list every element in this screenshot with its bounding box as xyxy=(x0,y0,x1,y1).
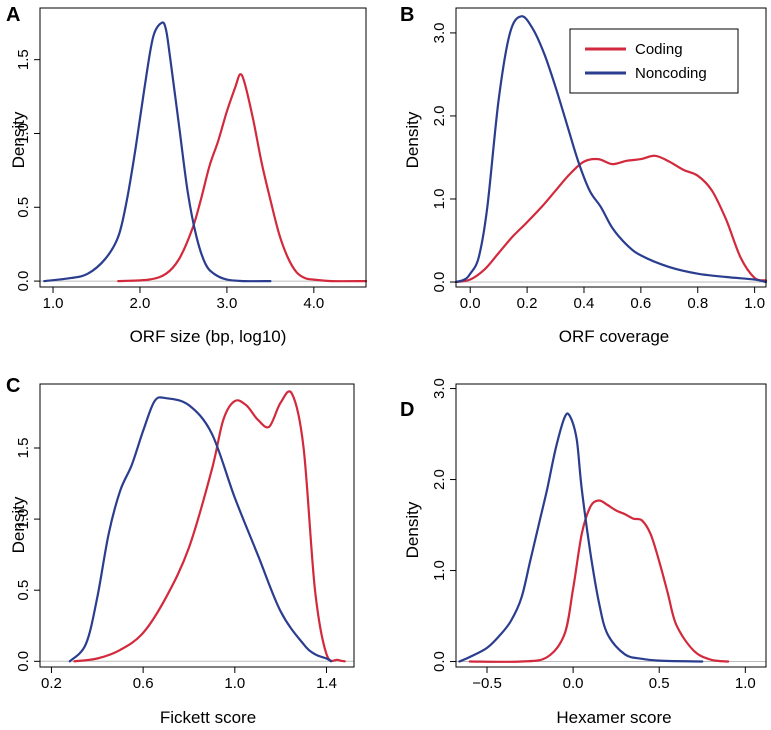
panel-b-ytick-label: 0.0 xyxy=(431,272,448,293)
panel-a-letter: A xyxy=(6,4,20,26)
panel-d: D Density Hexamer score −0.5 0.0 0.5 1.0 0.0… xyxy=(400,378,767,727)
panel-b-letter: B xyxy=(400,4,414,26)
panel-c-xtick-label: 0.2 xyxy=(41,675,62,692)
panel-b-xtick-label: 1.0 xyxy=(744,295,765,312)
panel-c-noncoding-curve xyxy=(68,396,333,663)
panel-c-ytick-label: 1.5 xyxy=(15,438,32,459)
panel-a-ytick-label: 0.0 xyxy=(15,271,32,292)
panel-d-xtick-label: −0.5 xyxy=(472,675,502,692)
panel-b-xtick-label: 0.2 xyxy=(517,295,538,312)
panel-a-xtick-label: 4.0 xyxy=(303,295,324,312)
panel-a-coding-curve xyxy=(117,73,368,283)
panel-b-ytick-label: 3.0 xyxy=(431,22,448,43)
panel-c-ytick-label: 1.0 xyxy=(15,509,32,530)
panel-a-ytick-label: 1.0 xyxy=(15,123,32,144)
panel-a-ylabel: Density xyxy=(9,111,28,168)
panel-b-coding-curve xyxy=(454,154,768,284)
panel-d-letter: D xyxy=(400,399,414,421)
panel-b-xtick-label: 0.8 xyxy=(687,295,708,312)
panel-c-ylabel: Density xyxy=(9,496,28,553)
panel-c: C Density Fickett score 0.2 0.6 1.0 1.4 0.0 0… xyxy=(6,375,355,727)
panel-c-plot-frame xyxy=(39,383,355,668)
panel-b-xtick-label: 0.0 xyxy=(460,295,481,312)
panel-b-xlabel: ORF coverage xyxy=(559,327,670,346)
panel-c-letter: C xyxy=(6,375,20,397)
panel-a-xlabel: ORF size (bp, log10) xyxy=(130,327,287,346)
panel-d-xlabel: Hexamer score xyxy=(556,708,671,727)
panel-b-ytick-label: 2.0 xyxy=(431,106,448,127)
panel-b-ytick-label: 1.0 xyxy=(431,189,448,210)
panel-d-ytick-label: 2.0 xyxy=(431,469,448,490)
panel-c-ytick-label: 0.5 xyxy=(15,580,32,601)
panel-b-ylabel: Density xyxy=(403,111,422,168)
panel-a-noncoding-curve xyxy=(43,21,272,283)
panel-d-plot-frame xyxy=(455,383,767,668)
panel-b-xtick-label: 0.6 xyxy=(630,295,651,312)
panel-d-xtick-label: 1.0 xyxy=(735,675,756,692)
legend-label-coding: Coding xyxy=(635,41,683,58)
panel-c-xtick-label: 1.0 xyxy=(224,675,245,692)
legend: Coding Noncoding xyxy=(569,28,739,94)
panel-c-coding-curve xyxy=(73,390,346,663)
panel-d-coding-curve xyxy=(468,499,730,663)
panel-a-ytick-label: 0.5 xyxy=(15,197,32,218)
panel-a-ytick-label: 1.5 xyxy=(15,49,32,70)
panel-a-xtick-label: 1.0 xyxy=(43,295,64,312)
panel-c-xtick-label: 0.6 xyxy=(133,675,154,692)
panel-d-noncoding-curve xyxy=(458,412,704,663)
legend-box xyxy=(569,28,739,94)
panel-a-xtick-label: 2.0 xyxy=(130,295,151,312)
panel-b-noncoding-curve xyxy=(454,15,768,284)
panel-b-xtick-label: 0.4 xyxy=(574,295,595,312)
legend-label-noncoding: Noncoding xyxy=(635,65,707,82)
panel-a-xtick-label: 3.0 xyxy=(216,295,237,312)
panel-c-xlabel: Fickett score xyxy=(160,708,256,727)
panel-d-xtick-label: 0.0 xyxy=(563,675,584,692)
panel-b: B Density ORF coverage Coding Noncoding … xyxy=(400,4,768,346)
panel-d-ytick-label: 0.0 xyxy=(431,651,448,672)
panel-a-plot-frame xyxy=(39,7,367,288)
panel-d-ytick-label: 1.0 xyxy=(431,560,448,581)
panel-b-plot-frame xyxy=(455,7,767,288)
panel-a: A Density ORF size (bp, log10) 1.0 2.0 3.0… xyxy=(6,4,368,346)
panel-c-ytick-label: 0.0 xyxy=(15,651,32,672)
panel-c-xtick-label: 1.4 xyxy=(316,675,337,692)
panel-d-xtick-label: 0.5 xyxy=(649,675,670,692)
panel-d-ylabel: Density xyxy=(403,501,422,558)
panel-d-ytick-label: 3.0 xyxy=(431,378,448,399)
